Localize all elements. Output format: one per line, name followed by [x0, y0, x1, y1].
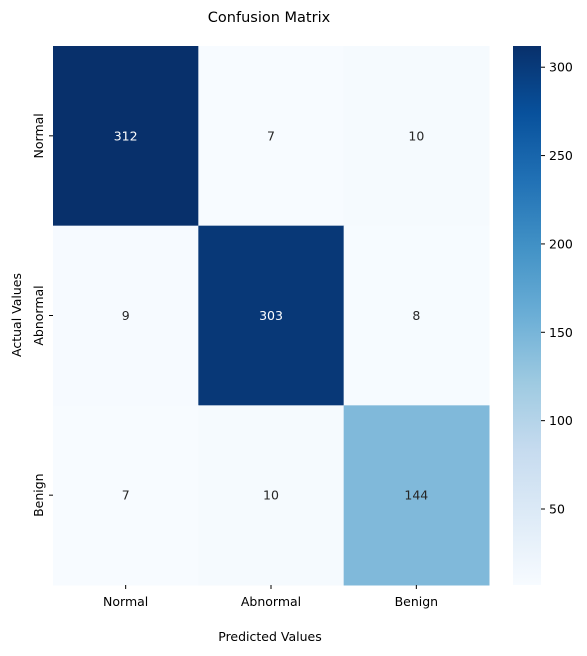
- cell-value-label: 9: [122, 308, 130, 323]
- y-axis-ticks: Normal Abnormal Benign: [31, 113, 53, 517]
- heatmap-cell: [53, 405, 199, 586]
- heatmap-cell-labels: 312 7 10 9 303 8 7 10 144: [114, 128, 429, 502]
- heatmap-cell: [53, 225, 199, 406]
- colorbar: 50 100 150 200 250 300: [513, 46, 573, 585]
- cell-value-label: 10: [263, 488, 279, 503]
- chart-title: Confusion Matrix: [208, 10, 331, 26]
- colorbar-tick-label: 200: [549, 236, 573, 251]
- x-axis-label: Predicted Values: [218, 629, 322, 644]
- colorbar-tick-label: 250: [549, 148, 573, 163]
- cell-value-label: 303: [259, 308, 283, 323]
- heatmap-cell: [53, 46, 199, 227]
- x-tick-label: Normal: [103, 594, 148, 609]
- x-tick-label: Benign: [395, 594, 439, 609]
- heatmap-cell: [198, 46, 345, 227]
- cell-value-label: 8: [412, 308, 420, 323]
- heatmap-cell: [343, 405, 490, 586]
- cell-value-label: 7: [267, 128, 275, 143]
- heatmap-cells: [53, 46, 490, 586]
- y-tick-label: Benign: [31, 473, 46, 517]
- cell-value-label: 144: [404, 488, 428, 503]
- cell-value-label: 312: [114, 128, 138, 143]
- cell-value-label: 7: [122, 488, 130, 503]
- x-axis-ticks: Normal Abnormal Benign: [103, 585, 438, 609]
- cell-value-label: 10: [408, 128, 424, 143]
- y-axis-label: Actual Values: [9, 273, 24, 357]
- colorbar-tick-label: 300: [549, 60, 573, 75]
- heatmap-cell: [343, 46, 490, 227]
- colorbar-tick-label: 100: [549, 413, 573, 428]
- colorbar-gradient: [513, 46, 541, 585]
- heatmap-cell: [343, 225, 490, 406]
- heatmap-cell: [198, 225, 345, 406]
- y-tick-label: Abnormal: [31, 285, 46, 345]
- x-tick-label: Abnormal: [241, 594, 301, 609]
- y-tick-label: Normal: [31, 113, 46, 158]
- colorbar-ticks: 50 100 150 200 250 300: [541, 60, 573, 517]
- heatmap-cell: [198, 405, 345, 586]
- colorbar-tick-label: 50: [549, 502, 565, 517]
- colorbar-tick-label: 150: [549, 325, 573, 340]
